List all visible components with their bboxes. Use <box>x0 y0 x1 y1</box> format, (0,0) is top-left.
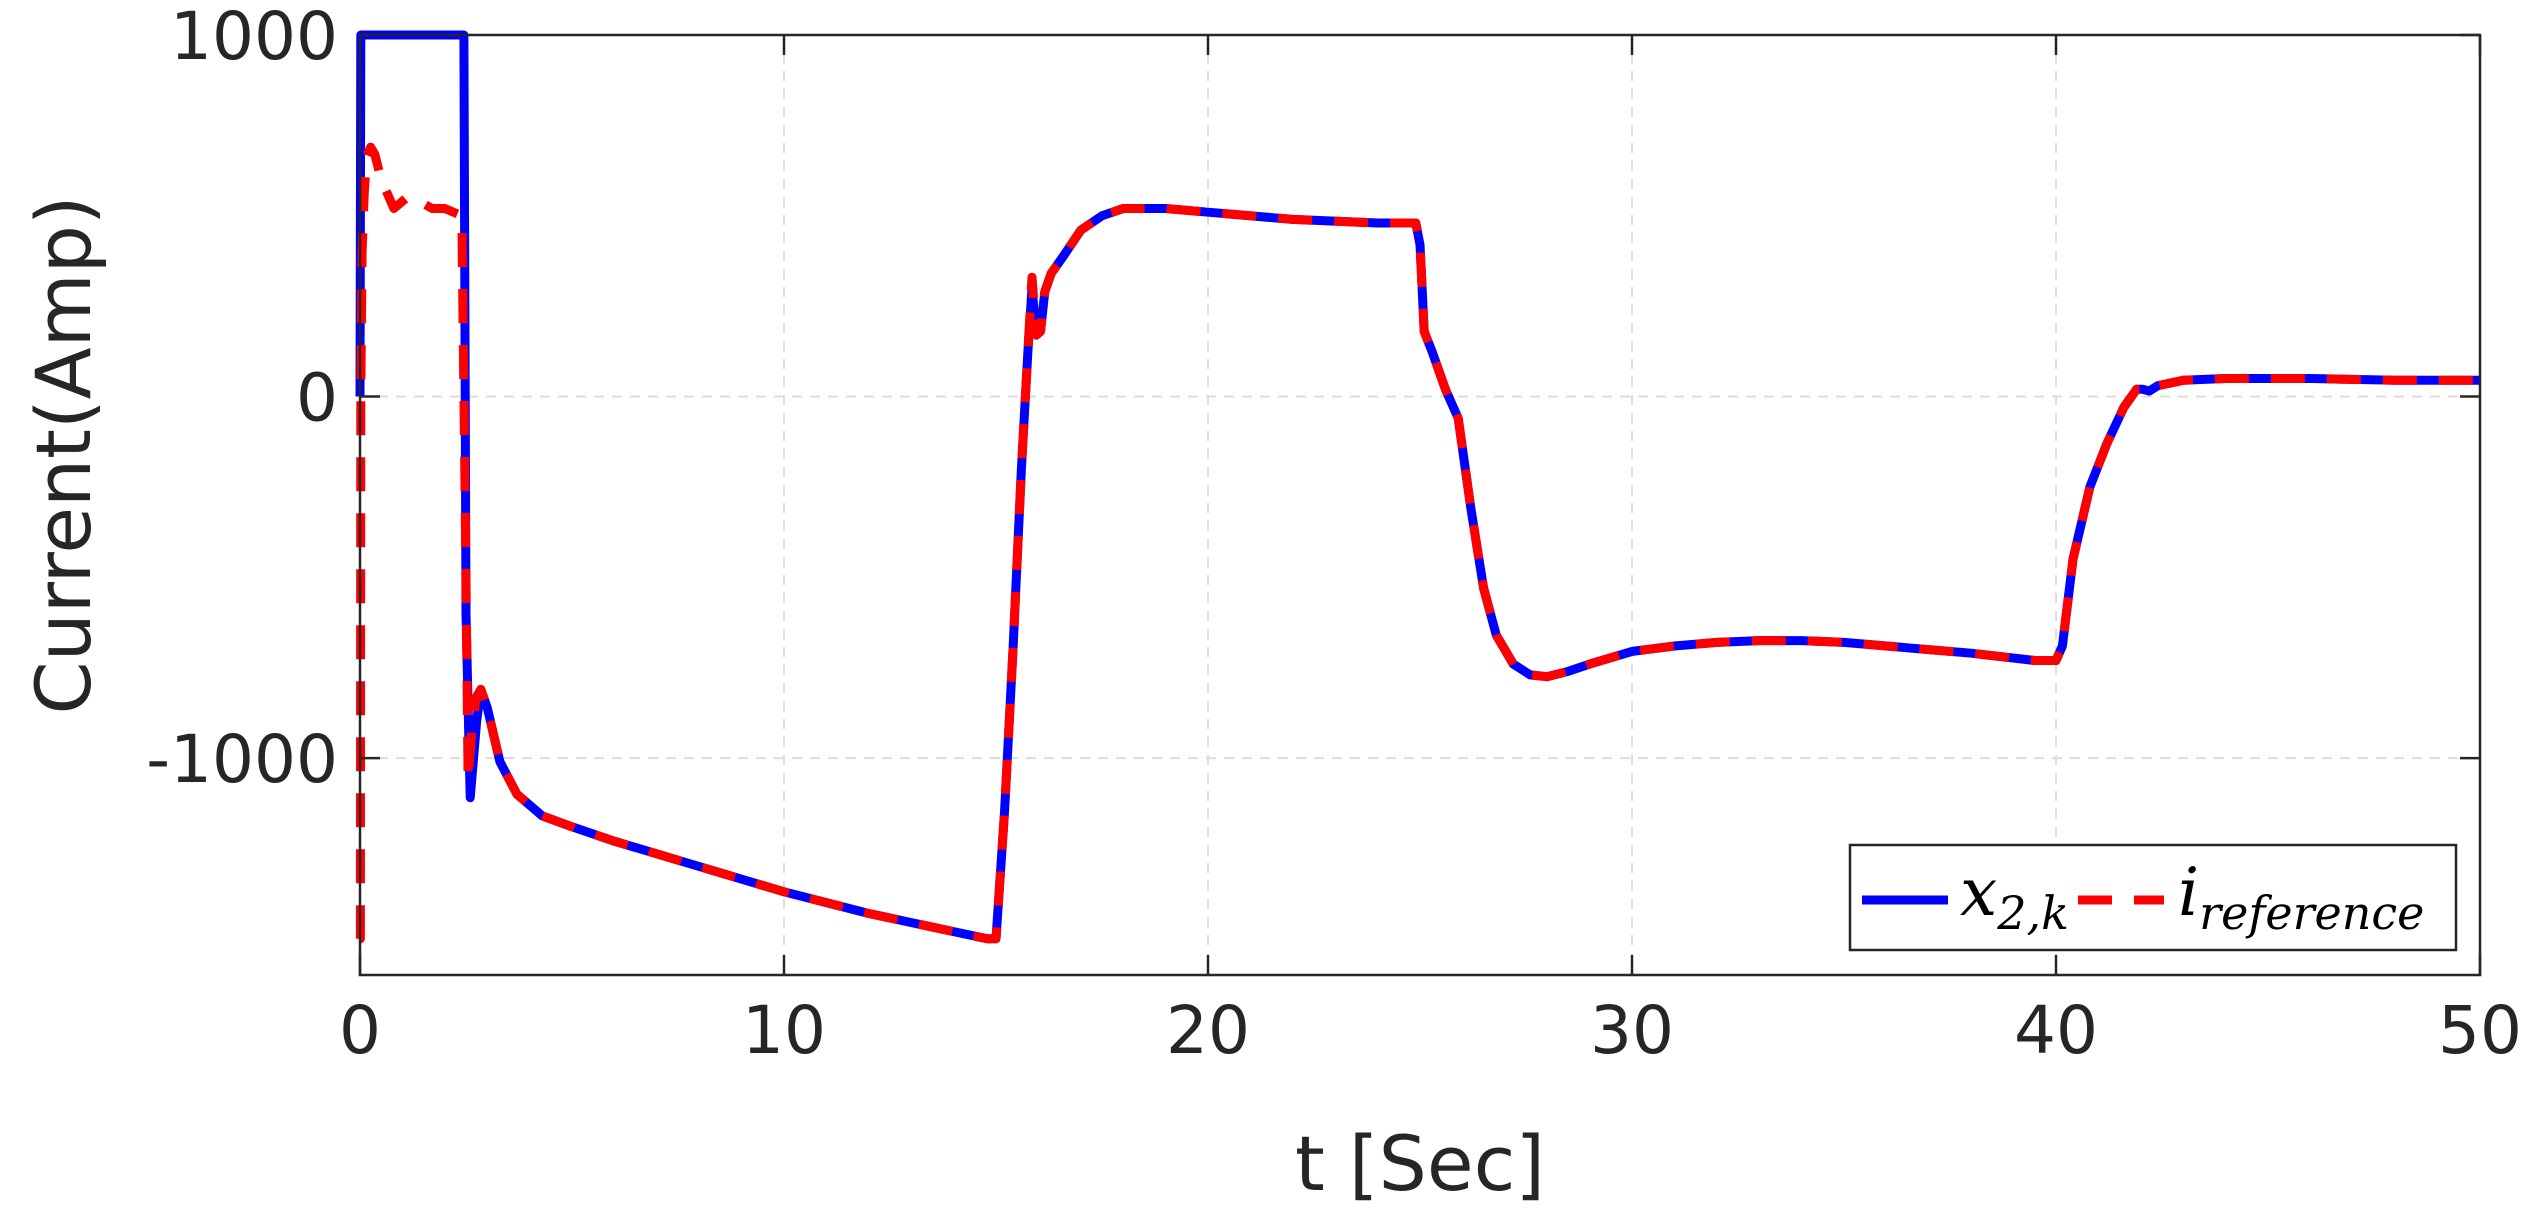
y-axis-label: Current(Amp) <box>19 195 108 714</box>
x-tick-label: 20 <box>1166 992 1250 1069</box>
legend-label-subscript: reference <box>2199 886 2424 940</box>
legend-label-1: x2,k <box>1960 854 2069 940</box>
x-tick-label: 40 <box>2014 992 2098 1069</box>
legend-label-base: i <box>2178 854 2199 931</box>
x-tick-label: 30 <box>1590 992 1674 1069</box>
axis-ticks: 0 10 20 30 40 50 1000 0 -1000 <box>146 0 2522 1069</box>
legend: x2,k ireference <box>1848 843 2458 952</box>
legend-label-base: x <box>1960 854 1997 931</box>
x-axis-label: t [Sec] <box>1295 1119 1545 1208</box>
x-tick-label: 50 <box>2438 992 2522 1069</box>
y-tick-label: -1000 <box>146 721 338 798</box>
y-tick-label: 1000 <box>170 0 338 75</box>
legend-label-2: ireference <box>2178 854 2424 940</box>
legend-label-subscript: 2,k <box>1996 886 2069 940</box>
x-tick-label: 10 <box>742 992 826 1069</box>
series-line-1 <box>355 30 2480 944</box>
y-tick-label: 0 <box>296 360 338 437</box>
series-layer <box>355 30 2480 944</box>
plot-frame <box>358 33 2482 977</box>
x-tick-label: 0 <box>339 992 381 1069</box>
series-line-2 <box>355 142 2480 944</box>
plot-area <box>360 35 2480 975</box>
